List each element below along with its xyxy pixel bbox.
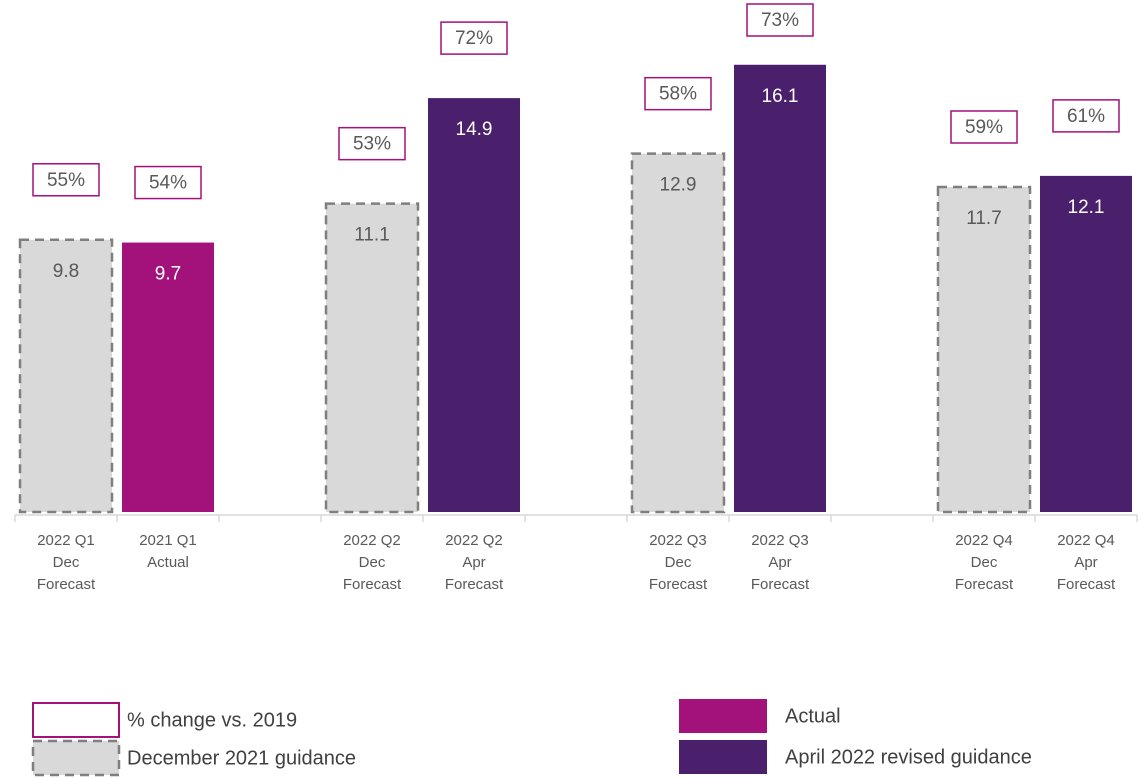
- bar: [428, 98, 520, 512]
- annotation-label: 53%: [353, 134, 391, 155]
- bar: [324, 202, 420, 514]
- annotation-box: [134, 165, 202, 200]
- bar: [734, 64, 826, 513]
- annotation-box: [1052, 99, 1120, 133]
- value-label: 9.7: [155, 264, 181, 285]
- legend-swatch: [31, 739, 121, 777]
- legend-label: Actual: [785, 705, 841, 727]
- value-label: 11.7: [966, 208, 1002, 229]
- value-label: 12.1: [1068, 197, 1105, 218]
- annotation-box: [338, 126, 406, 161]
- legend-swatch: [679, 699, 767, 733]
- x-tick-label: 2022 Q4 Dec Forecast: [955, 532, 1014, 593]
- annotation-box: [32, 163, 100, 197]
- annotation-label: 54%: [149, 173, 187, 194]
- value-label: 14.9: [456, 119, 493, 140]
- legend-swatch: [32, 702, 120, 738]
- x-tick-label: 2022 Q2 Apr Forecast: [445, 532, 504, 593]
- value-label: 11.1: [354, 225, 390, 246]
- value-label: 9.8: [53, 261, 79, 282]
- annotation-label: 72%: [455, 28, 493, 49]
- annotation-label: 61%: [1067, 106, 1105, 127]
- x-tick-label: 2022 Q4 Apr Forecast: [1057, 532, 1116, 593]
- annotation-box: [746, 3, 814, 37]
- legend-label: April 2022 revised guidance: [785, 746, 1032, 768]
- annotation-box: [950, 110, 1018, 144]
- x-tick-label: 2022 Q3 Dec Forecast: [649, 532, 708, 593]
- bar: [630, 152, 726, 514]
- value-label: 12.9: [660, 175, 697, 196]
- x-tick-label: 2022 Q2 Dec Forecast: [343, 532, 402, 593]
- x-tick-label: 2022 Q3 Apr Forecast: [751, 532, 810, 593]
- annotation-box: [440, 21, 508, 55]
- bar: [18, 238, 114, 514]
- legend-label: % change vs. 2019: [127, 709, 297, 731]
- annotation-box: [644, 76, 712, 111]
- annotation-label: 58%: [659, 84, 697, 105]
- legend-label: December 2021 guidance: [127, 747, 356, 769]
- annotation-label: 59%: [965, 117, 1003, 138]
- bar: [1040, 175, 1132, 512]
- x-tick-label: 2022 Q1 Dec Forecast: [37, 532, 96, 593]
- annotation-label: 73%: [761, 10, 799, 31]
- x-tick-label: 2021 Q1 Actual: [139, 532, 197, 571]
- annotation-label: 55%: [47, 170, 85, 191]
- bar: [122, 242, 214, 513]
- legend-swatch: [679, 740, 767, 774]
- bar: [936, 185, 1032, 514]
- value-label: 16.1: [762, 86, 799, 107]
